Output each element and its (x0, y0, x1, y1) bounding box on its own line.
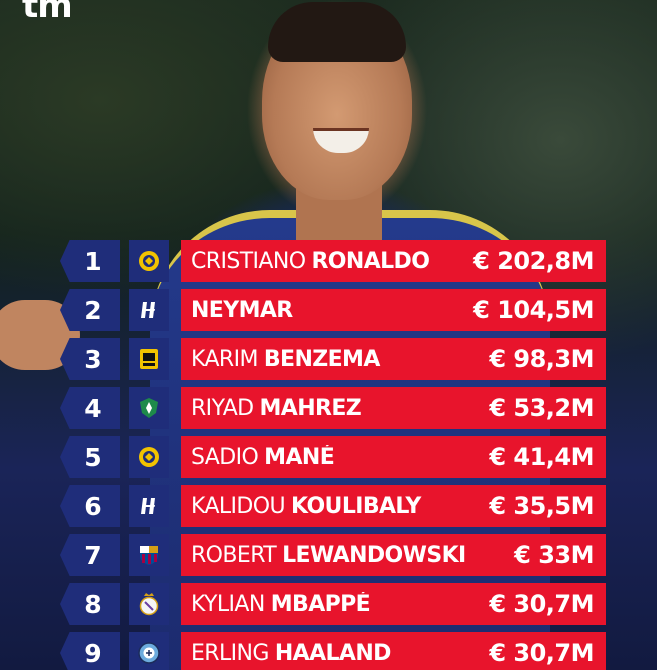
market-value: € 104,5M (473, 296, 594, 324)
al-hilal-crest-icon (139, 300, 159, 320)
player-first-name: KARIM (191, 346, 258, 372)
player-bar: RIYAD MAHREZ € 53,2M (181, 387, 606, 429)
player-last-name: HAALAND (274, 640, 392, 666)
player-last-name: BENZEMA (263, 346, 381, 372)
club-badge (129, 534, 169, 576)
player-bar: ROBERT LEWANDOWSKI € 33M (181, 534, 606, 576)
player-name: RIYAD MAHREZ (191, 396, 489, 421)
player-bar: KARIM BENZEMA € 98,3M (181, 338, 606, 380)
market-value: € 202,8M (473, 247, 594, 275)
club-badge (129, 240, 169, 282)
al-ahli-crest-icon (140, 398, 158, 418)
market-value: € 98,3M (489, 345, 594, 373)
club-badge (129, 338, 169, 380)
rank-number: 6 (60, 485, 120, 527)
player-bar: KYLIAN MBAPPÉ € 30,7M (181, 583, 606, 625)
player-last-name: LEWANDOWSKI (282, 542, 466, 568)
player-last-name: MAHREZ (259, 395, 362, 421)
player-first-name: CRISTIANO (191, 248, 306, 274)
player-last-name: KOULIBALY (291, 493, 421, 519)
al-nassr-crest-icon (139, 251, 159, 271)
fc-barcelona-crest-icon (140, 546, 158, 565)
market-value: € 30,7M (489, 590, 594, 618)
ranking-row: 6 KALIDOU KOULIBALY € 35,5M (0, 485, 657, 527)
player-name: KYLIAN MBAPPÉ (191, 592, 489, 617)
player-bar: KALIDOU KOULIBALY € 35,5M (181, 485, 606, 527)
player-bar: CRISTIANO RONALDO € 202,8M (181, 240, 606, 282)
ranking-row: 9 ERLING HAALAND € 30,7M (0, 632, 657, 670)
market-value: € 33M (514, 541, 594, 569)
player-photo-hair (268, 2, 406, 62)
player-name: KARIM BENZEMA (191, 347, 489, 372)
player-bar: ERLING HAALAND € 30,7M (181, 632, 606, 670)
ranking-row: 8 KYLIAN MBAPPÉ € 30,7M (0, 583, 657, 625)
market-value: € 41,4M (489, 443, 594, 471)
player-name: SADIO MANÉ (191, 445, 489, 470)
club-badge (129, 485, 169, 527)
rank-number: 5 (60, 436, 120, 478)
player-last-name: MANÉ (264, 444, 335, 470)
manchester-city-crest-icon (138, 642, 160, 664)
club-badge (129, 436, 169, 478)
player-name: CRISTIANO RONALDO (191, 249, 473, 274)
rank-number: 4 (60, 387, 120, 429)
player-first-name: ROBERT (191, 542, 277, 568)
market-value: € 30,7M (489, 639, 594, 667)
player-last-name: NEYMAR (191, 297, 293, 323)
player-first-name: KALIDOU (191, 493, 286, 519)
club-badge (129, 387, 169, 429)
ranking-row: 5 SADIO MANÉ € 41,4M (0, 436, 657, 478)
player-last-name: MBAPPÉ (270, 591, 371, 617)
rank-number: 2 (60, 289, 120, 331)
rank-number: 7 (60, 534, 120, 576)
player-first-name: RIYAD (191, 395, 254, 421)
rank-number: 9 (60, 632, 120, 670)
al-nassr-crest-icon (139, 447, 159, 467)
real-madrid-crest-icon (139, 593, 159, 616)
ranking-row: 3 KARIM BENZEMA € 98,3M (0, 338, 657, 380)
market-value: € 35,5M (489, 492, 594, 520)
player-name: ROBERT LEWANDOWSKI (191, 543, 514, 568)
player-bar: NEYMAR € 104,5M (181, 289, 606, 331)
al-hilal-crest-icon (139, 496, 159, 516)
player-name: ERLING HAALAND (191, 641, 489, 666)
player-bar: SADIO MANÉ € 41,4M (181, 436, 606, 478)
player-last-name: RONALDO (311, 248, 430, 274)
al-ittihad-crest-icon (140, 349, 158, 369)
club-badge (129, 632, 169, 670)
club-badge (129, 289, 169, 331)
player-first-name: SADIO (191, 444, 259, 470)
player-name: KALIDOU KOULIBALY (191, 494, 489, 519)
ranking-row: 4 RIYAD MAHREZ € 53,2M (0, 387, 657, 429)
rank-number: 3 (60, 338, 120, 380)
rank-number: 8 (60, 583, 120, 625)
player-first-name: ERLING (191, 640, 269, 666)
player-first-name: KYLIAN (191, 591, 265, 617)
ranking-row: 2 NEYMAR € 104,5M (0, 289, 657, 331)
market-value: € 53,2M (489, 394, 594, 422)
ranking-row: 7 ROBERT LEWANDOWSKI € 33M (0, 534, 657, 576)
ranking-row: 1 CRISTIANO RONALDO € 202,8M (0, 240, 657, 282)
club-badge (129, 583, 169, 625)
transfermarkt-logo: tm (22, 0, 73, 26)
player-name: NEYMAR (191, 298, 473, 323)
rank-number: 1 (60, 240, 120, 282)
